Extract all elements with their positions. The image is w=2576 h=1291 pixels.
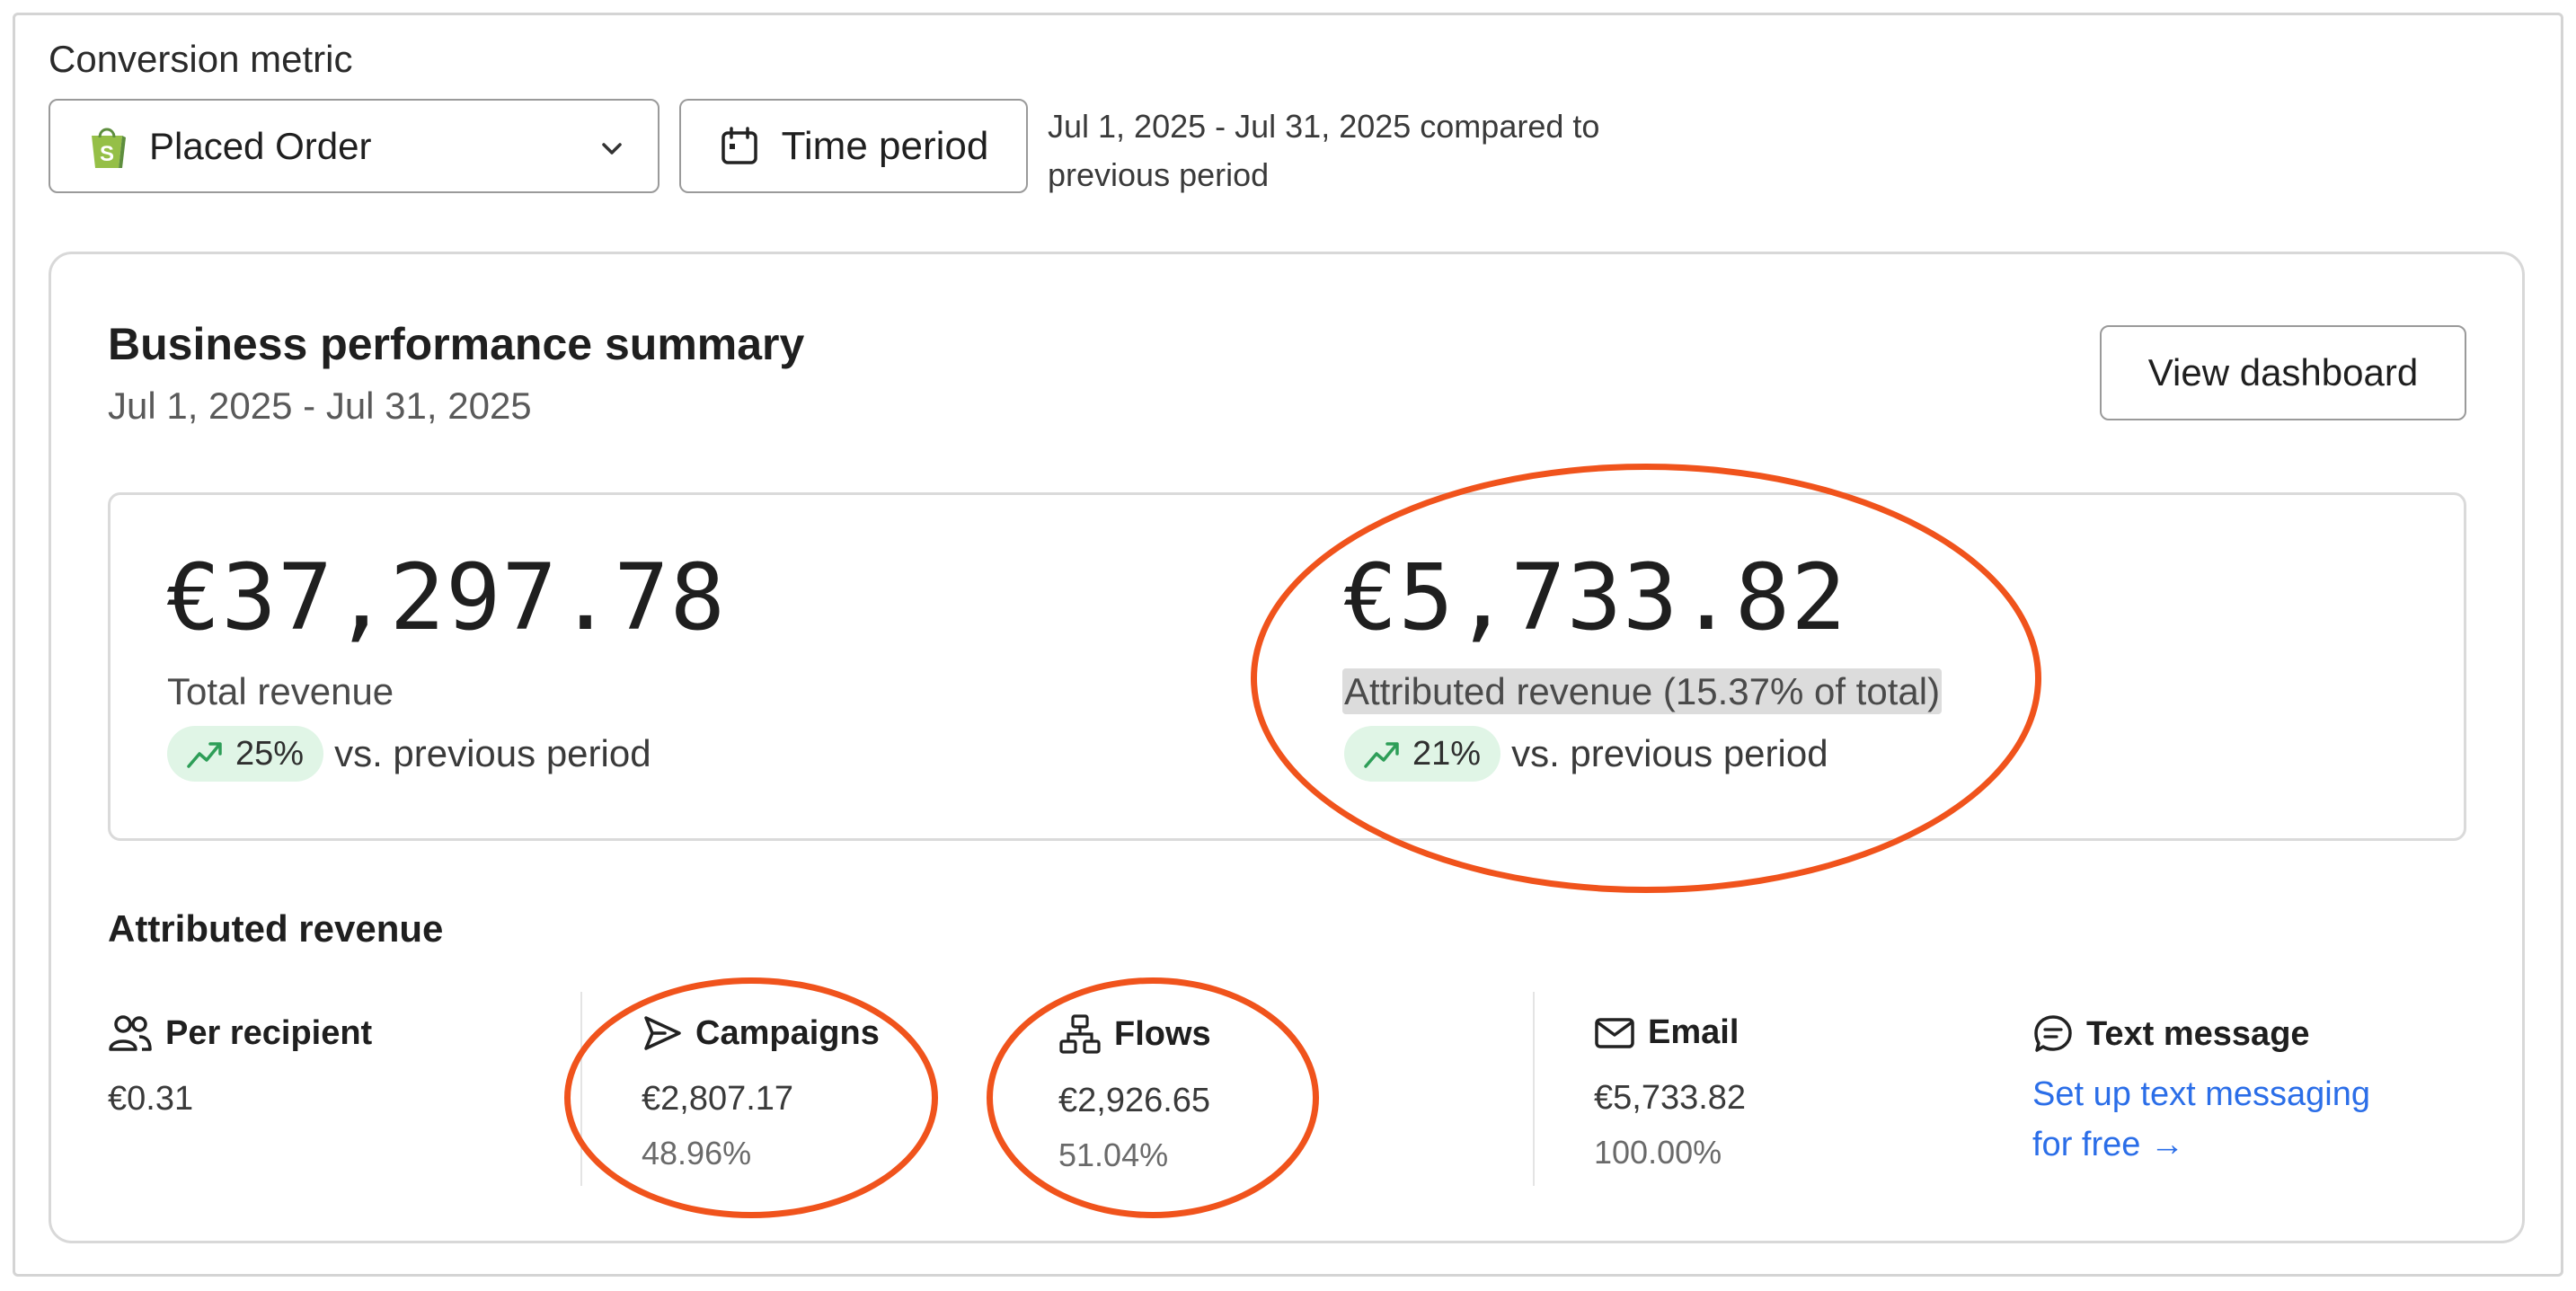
calendar-icon bbox=[719, 126, 760, 167]
attributed-section-title: Attributed revenue bbox=[108, 907, 444, 950]
revenue-metrics-box bbox=[108, 492, 2466, 841]
people-icon bbox=[108, 1013, 153, 1053]
comparison-range-text: Jul 1, 2025 - Jul 31, 2025 compared to p… bbox=[1048, 108, 1600, 193]
mail-icon bbox=[1594, 1015, 1635, 1051]
attributed-revenue-value: €5,733.82 bbox=[1342, 544, 1847, 651]
campaigns-column: Campaigns €2,807.17 48.96% bbox=[642, 1013, 880, 1172]
conversion-metric-value: Placed Order bbox=[149, 124, 372, 167]
email-column: Email €5,733.82 100.00% bbox=[1594, 1013, 1747, 1171]
per-recipient-column: Per recipient €0.31 bbox=[108, 1013, 373, 1119]
trend-pill: 21% bbox=[1344, 726, 1501, 782]
svg-text:S: S bbox=[100, 142, 114, 166]
attributed-revenue-label: Attributed revenue (15.37% of total) bbox=[1342, 668, 1943, 714]
flow-icon bbox=[1058, 1013, 1102, 1055]
view-dashboard-button[interactable]: View dashboard bbox=[2100, 325, 2466, 420]
time-period-button[interactable]: Time period bbox=[679, 99, 1028, 193]
conversion-metric-label: Conversion metric bbox=[49, 38, 353, 80]
flows-column: Flows €2,926.65 51.04% bbox=[1058, 1013, 1211, 1173]
card-title: Business performance summary bbox=[108, 319, 805, 369]
chevron-down-icon bbox=[598, 135, 625, 166]
conversion-metric-select[interactable]: S Placed Order bbox=[49, 99, 659, 193]
send-icon bbox=[642, 1013, 683, 1053]
attributed-revenue-change: 21% vs. previous period bbox=[1344, 726, 1828, 782]
shopify-bag-icon: S bbox=[86, 123, 128, 170]
text-message-column: Text message Set up text messaging for f… bbox=[2032, 1013, 2370, 1170]
chat-icon bbox=[2032, 1013, 2074, 1055]
trend-pill: 25% bbox=[167, 726, 324, 782]
total-revenue-label: Total revenue bbox=[167, 670, 394, 712]
outer-frame bbox=[13, 13, 2563, 1277]
card-date-range: Jul 1, 2025 - Jul 31, 2025 bbox=[108, 385, 532, 427]
time-period-label: Time period bbox=[781, 123, 989, 168]
total-revenue-value: €37,297.78 bbox=[165, 544, 727, 651]
divider bbox=[1533, 992, 1535, 1186]
trend-up-icon bbox=[1362, 736, 1402, 772]
trend-up-icon bbox=[185, 736, 225, 772]
divider bbox=[580, 992, 582, 1186]
setup-text-messaging-link[interactable]: Set up text messaging for free → bbox=[2032, 1075, 2370, 1163]
total-revenue-change: 25% vs. previous period bbox=[167, 726, 651, 782]
